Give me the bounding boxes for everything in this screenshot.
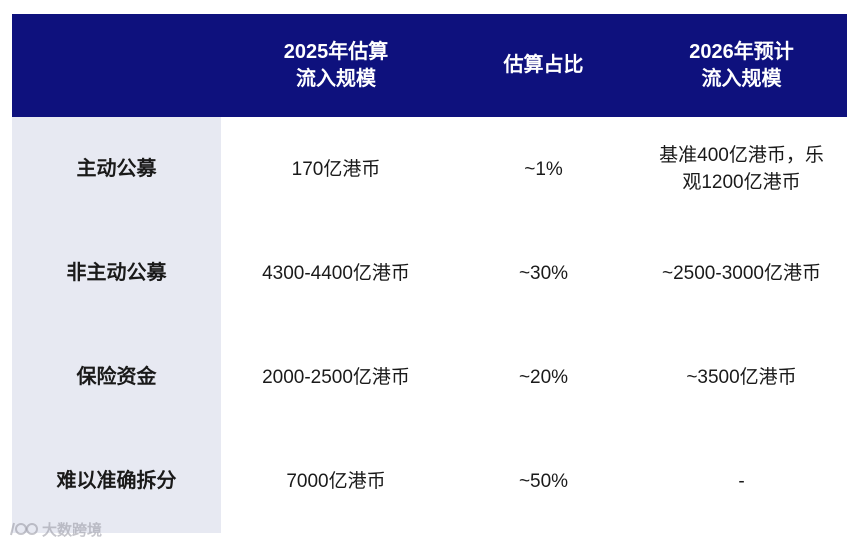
cell-share: ~1% bbox=[524, 158, 563, 180]
cell-flow-2025: 2000-2500亿港币 bbox=[262, 366, 410, 388]
watermark: 大数跨境 bbox=[8, 517, 102, 541]
row-label: 非主动公募 bbox=[66, 261, 167, 284]
row-label: 主动公募 bbox=[76, 157, 157, 180]
cell-flow-2025: 7000亿港币 bbox=[286, 470, 386, 492]
header-cell-blank bbox=[12, 14, 221, 117]
header-cell-share: 估算占比 bbox=[503, 54, 584, 76]
header-cell-2025-flow: 2025年估算 流入规模 bbox=[283, 40, 389, 90]
cell-flow-2026: ~2500-3000亿港币 bbox=[662, 262, 821, 284]
table-row: 保险资金 2000-2500亿港币 ~20% ~3500亿港币 bbox=[12, 325, 847, 429]
table-row: 主动公募 170亿港币 ~1% 基准400亿港币，乐 观1200亿港币 bbox=[12, 117, 847, 221]
cell-flow-2026: ~3500亿港币 bbox=[686, 366, 797, 388]
table-row: 难以准确拆分 7000亿港币 ~50% - bbox=[12, 429, 847, 533]
cell-share: ~20% bbox=[518, 366, 569, 388]
brand-logo-icon bbox=[8, 520, 38, 538]
table-row: 非主动公募 4300-4400亿港币 ~30% ~2500-3000亿港币 bbox=[12, 221, 847, 325]
cell-share: ~30% bbox=[518, 262, 569, 284]
watermark-text: 大数跨境 bbox=[42, 521, 103, 539]
row-label-band bbox=[12, 117, 221, 533]
header-cell-2026-flow: 2026年预计 流入规模 bbox=[689, 40, 794, 90]
cell-flow-2026: 基准400亿港币，乐 观1200亿港币 bbox=[659, 145, 824, 193]
row-label: 难以准确拆分 bbox=[56, 469, 177, 492]
cell-share: ~50% bbox=[518, 470, 569, 492]
cell-flow-2025: 170亿港币 bbox=[291, 158, 381, 180]
cell-flow-2026: - bbox=[738, 470, 745, 492]
cell-flow-2025: 4300-4400亿港币 bbox=[262, 262, 410, 284]
row-label: 保险资金 bbox=[76, 365, 157, 388]
table-header: 2025年估算 流入规模 估算占比 2026年预计 流入规模 bbox=[12, 14, 847, 117]
